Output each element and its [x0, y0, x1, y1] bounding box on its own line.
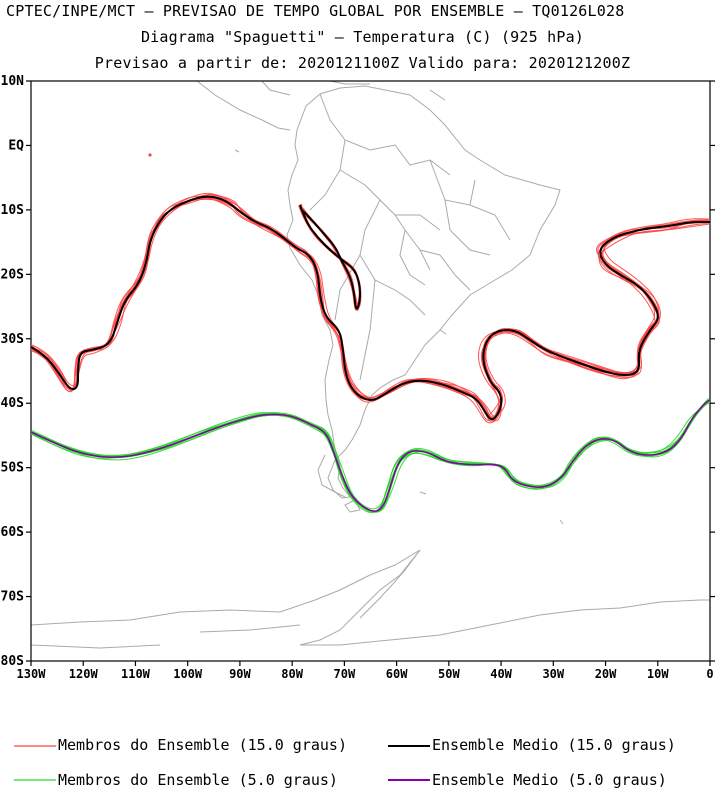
lon-label: 110W	[121, 667, 151, 681]
ensemble-member-5	[30, 401, 710, 512]
lon-label: 10W	[647, 667, 669, 681]
lon-label: 130W	[17, 667, 47, 681]
lon-label: 20W	[595, 667, 617, 681]
ensemble-member-15	[28, 198, 708, 421]
ensemble-member-5	[32, 403, 708, 512]
lat-label: 40S	[1, 396, 25, 411]
ensemble-member-15-spot	[148, 153, 151, 156]
lon-label: 120W	[69, 667, 99, 681]
ensemble-member-5	[31, 403, 710, 512]
lon-label: 30W	[542, 667, 564, 681]
legend-label-mean-5: Ensemble Medio (5.0 graus)	[432, 771, 667, 789]
lon-label: 100W	[173, 667, 203, 681]
legend-label-members-15: Membros do Ensemble (15.0 graus)	[58, 736, 347, 754]
ensemble-member-15	[30, 198, 712, 415]
ensemble-member-15	[28, 198, 708, 416]
ensemble-mean-5	[31, 400, 710, 511]
coastlines	[31, 81, 710, 648]
lon-label: 60W	[386, 667, 408, 681]
antarctic-peninsula	[31, 550, 420, 648]
lat-label: 10N	[1, 74, 25, 89]
spaghetti-map: 10NEQ10S20S30S40S50S60S70S80S 130W 120W 11…	[0, 0, 725, 792]
lat-label: 60S	[1, 525, 25, 540]
legend-label-members-5: Membros do Ensemble (5.0 graus)	[58, 771, 338, 789]
lon-label: 70W	[334, 667, 356, 681]
ensemble-mean-15	[31, 197, 710, 419]
lon-label: 0	[706, 667, 713, 681]
ensemble-member-15	[30, 195, 712, 421]
ensemble-member-15	[28, 195, 708, 423]
lat-label: 50S	[1, 461, 25, 476]
antarctica-coast	[31, 550, 710, 645]
lat-label: EQ	[8, 138, 24, 153]
lat-label: 10S	[1, 203, 25, 218]
lon-label: 80W	[281, 667, 303, 681]
lon-label: 90W	[229, 667, 251, 681]
lat-label: 20S	[1, 267, 25, 282]
lat-label: 30S	[1, 332, 25, 347]
ensemble-member-15	[30, 199, 708, 420]
lon-label: 40W	[490, 667, 512, 681]
lat-label: 70S	[1, 590, 25, 605]
legend-label-mean-15: Ensemble Medio (15.0 graus)	[432, 736, 676, 754]
lon-label: 50W	[438, 667, 460, 681]
central-america-coast	[197, 81, 445, 130]
ensemble-member-15	[32, 193, 712, 417]
